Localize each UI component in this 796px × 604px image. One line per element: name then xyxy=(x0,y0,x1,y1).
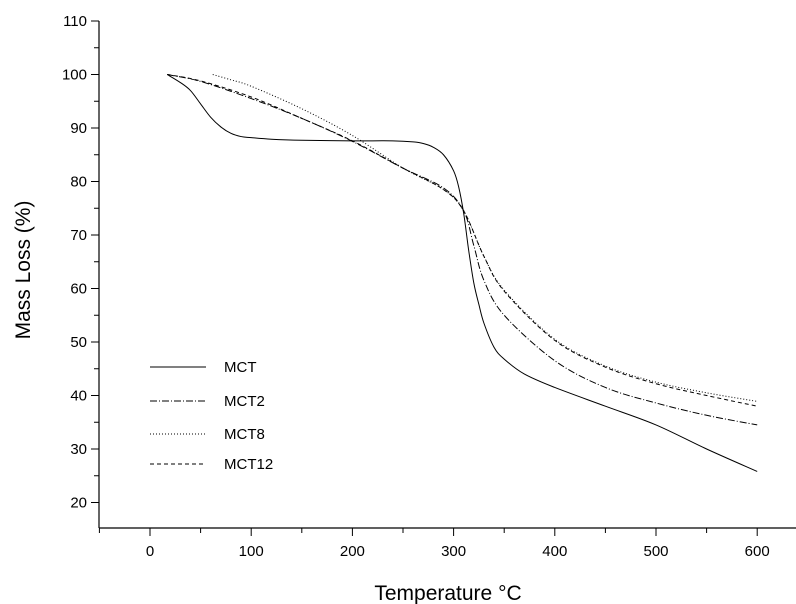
y-tick-label: 110 xyxy=(63,13,87,30)
legend-label-mct12: MCT12 xyxy=(224,456,273,473)
x-tick-label: 600 xyxy=(745,543,770,560)
y-axis-ticks: 20 30 40 50 60 70 80 90 100 110 xyxy=(62,13,99,512)
y-tick-label: 90 xyxy=(70,120,87,137)
x-tick-label: 400 xyxy=(542,543,567,560)
series-line-mct xyxy=(166,74,758,472)
x-tick-label: 0 xyxy=(146,543,154,560)
axes xyxy=(98,21,796,529)
y-tick-label: 100 xyxy=(62,67,87,84)
legend-label-mct8: MCT8 xyxy=(224,426,265,443)
x-tick-label: 500 xyxy=(643,543,668,560)
legend-label-mct: MCT xyxy=(224,359,257,376)
x-axis-title: Temperature °C xyxy=(374,582,521,604)
legend: MCT MCT2 MCT8 MCT12 xyxy=(150,359,273,473)
y-tick-label: 80 xyxy=(70,174,87,191)
y-tick-label: 40 xyxy=(70,388,87,405)
y-axis-title: Mass Loss (%) xyxy=(12,201,35,340)
y-tick-label: 70 xyxy=(70,227,87,244)
legend-label-mct2: MCT2 xyxy=(224,393,265,410)
x-tick-label: 300 xyxy=(441,543,466,560)
y-tick-label: 60 xyxy=(70,281,87,298)
x-tick-label: 200 xyxy=(340,543,365,560)
x-axis-ticks: 0 100 200 300 400 500 600 xyxy=(98,528,770,560)
series-group xyxy=(166,74,758,472)
y-tick-label: 30 xyxy=(70,441,87,458)
y-tick-label: 50 xyxy=(70,334,87,351)
x-tick-label: 100 xyxy=(239,543,264,560)
series-line-mct8 xyxy=(212,74,758,402)
series-line-mct2 xyxy=(167,74,758,426)
y-tick-label: 20 xyxy=(70,495,87,512)
series-line-mct12 xyxy=(167,74,758,407)
